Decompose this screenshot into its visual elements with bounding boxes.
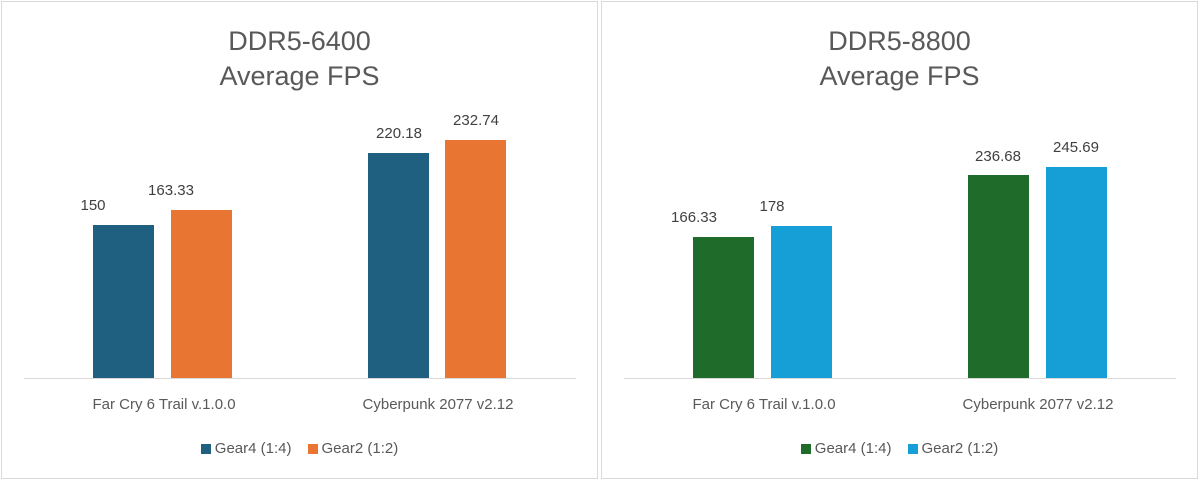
chart-title-line2: Average FPS bbox=[219, 61, 380, 91]
chart-title-line1: DDR5-6400 bbox=[228, 26, 371, 56]
chart-title-line2: Average FPS bbox=[819, 61, 980, 91]
legend-item-gear4: Gear4 (1:4) bbox=[200, 440, 292, 457]
legend-label: Gear2 (1:2) bbox=[321, 440, 399, 457]
bar-gear2-farcry6 bbox=[171, 210, 232, 378]
data-label: 163.33 bbox=[148, 182, 194, 199]
data-label: 245.69 bbox=[1053, 139, 1099, 156]
legend-label: Gear2 (1:2) bbox=[921, 440, 999, 457]
legend-swatch-icon bbox=[307, 443, 318, 454]
bar-gear4-farcry6 bbox=[93, 225, 154, 378]
bar-gear4-cyberpunk bbox=[368, 153, 429, 378]
data-label: 220.18 bbox=[376, 125, 422, 142]
legend-swatch-icon bbox=[907, 443, 918, 454]
legend-item-gear2: Gear2 (1:2) bbox=[307, 440, 399, 457]
x-tick-label: Cyberpunk 2077 v2.12 bbox=[362, 396, 514, 413]
legend-item-gear4: Gear4 (1:4) bbox=[800, 440, 892, 457]
bar-gear4-cyberpunk bbox=[968, 175, 1029, 378]
x-tick-label: Far Cry 6 Trail v.1.0.0 bbox=[692, 396, 836, 413]
legend-swatch-icon bbox=[200, 443, 211, 454]
legend-label: Gear4 (1:4) bbox=[814, 440, 892, 457]
legend-label: Gear4 (1:4) bbox=[214, 440, 292, 457]
x-axis-line bbox=[624, 378, 1176, 379]
legend-swatch-icon bbox=[800, 443, 811, 454]
data-label: 232.74 bbox=[453, 112, 499, 129]
data-label: 166.33 bbox=[671, 209, 717, 226]
x-tick-label: Cyberpunk 2077 v2.12 bbox=[962, 396, 1114, 413]
x-axis-line bbox=[24, 378, 576, 379]
data-label: 236.68 bbox=[975, 148, 1021, 165]
data-label: 150 bbox=[80, 197, 106, 214]
legend: Gear4 (1:4) Gear2 (1:2) bbox=[2, 440, 597, 457]
bar-gear2-cyberpunk bbox=[1046, 167, 1107, 378]
legend-item-gear2: Gear2 (1:2) bbox=[907, 440, 999, 457]
bar-gear4-farcry6 bbox=[693, 237, 754, 378]
legend: Gear4 (1:4) Gear2 (1:2) bbox=[602, 440, 1197, 457]
bar-gear2-farcry6 bbox=[771, 226, 832, 378]
data-label: 178 bbox=[759, 198, 785, 215]
bar-gear2-cyberpunk bbox=[445, 140, 506, 378]
chart-panel-ddr5-8800: DDR5-8800 Average FPS 166.33 178 236.68 … bbox=[601, 1, 1198, 479]
chart-title-line1: DDR5-8800 bbox=[828, 26, 971, 56]
chart-panel-ddr5-6400: DDR5-6400 Average FPS 150 163.33 220.18 … bbox=[1, 1, 598, 479]
x-tick-label: Far Cry 6 Trail v.1.0.0 bbox=[92, 396, 236, 413]
